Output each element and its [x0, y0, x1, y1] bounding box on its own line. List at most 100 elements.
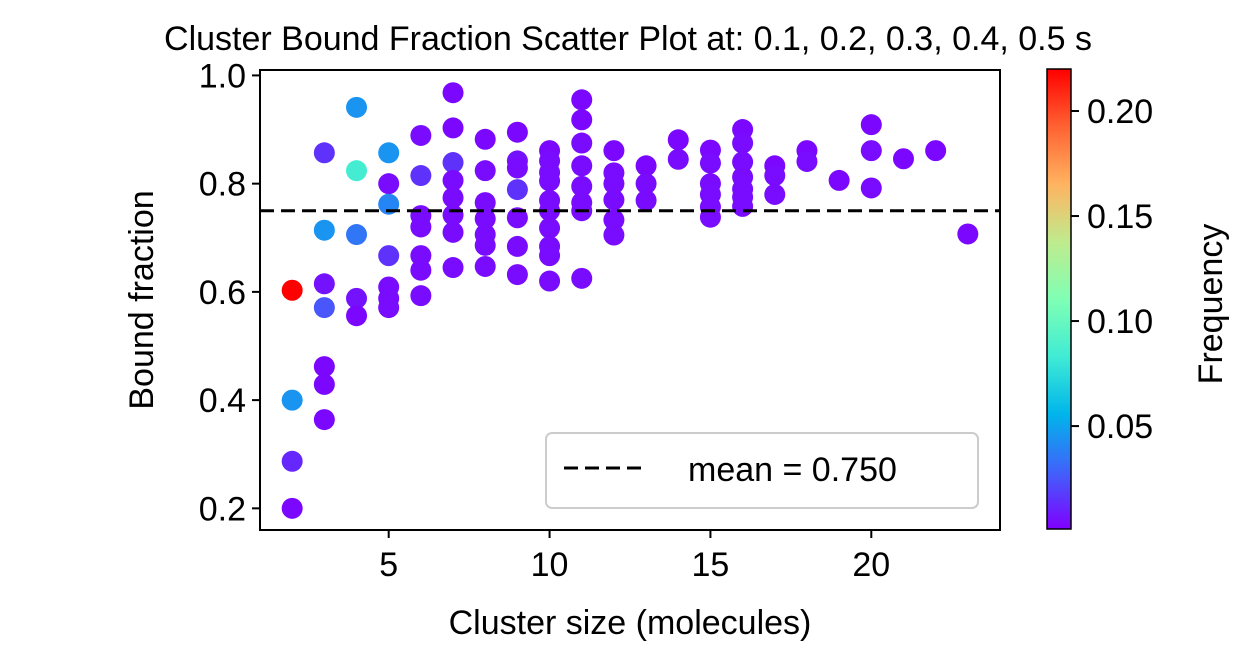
- x-tick-label: 20: [852, 546, 890, 584]
- colorbar: 0.05 0.10 0.15 0.20 Frequency: [1046, 68, 1230, 530]
- scatter-point: [925, 140, 947, 162]
- scatter-point: [378, 142, 400, 164]
- x-tick-label: 15: [692, 546, 730, 584]
- legend-entry-mean: mean = 0.750: [688, 451, 897, 489]
- scatter-point: [796, 150, 818, 172]
- scatter-point: [346, 305, 368, 327]
- scatter-point: [892, 148, 914, 170]
- x-tick-label: 5: [379, 546, 398, 584]
- scatter-point: [539, 200, 561, 222]
- scatter-point: [571, 109, 593, 131]
- scatter-point: [828, 169, 850, 191]
- scatter-point: [281, 279, 303, 301]
- scatter-point: [571, 132, 593, 154]
- scatter-point: [635, 173, 657, 195]
- scatter-point: [346, 224, 368, 246]
- scatter-point: [474, 160, 496, 182]
- x-tick-label: 10: [531, 546, 569, 584]
- scatter-point: [506, 121, 528, 143]
- scatter-point: [474, 234, 496, 256]
- scatter-point: [764, 165, 786, 187]
- scatter-point: [410, 165, 432, 187]
- scatter-point: [860, 177, 882, 199]
- legend-box: [545, 432, 979, 509]
- scatter-point: [603, 209, 625, 231]
- scatter-point: [281, 389, 303, 411]
- legend: mean = 0.750: [545, 432, 979, 509]
- scatter-point: [860, 140, 882, 162]
- scatter-point: [635, 189, 657, 211]
- scatter-point: [732, 151, 754, 173]
- colorbar-label: Frequency: [1192, 224, 1230, 385]
- points-layer: [281, 82, 979, 519]
- y-tick-label: 0.2: [199, 490, 246, 528]
- scatter-point: [281, 450, 303, 472]
- scatter-point: [571, 89, 593, 111]
- y-axis-label: Bound fraction: [123, 190, 161, 409]
- scatter-point: [442, 221, 464, 243]
- scatter-point: [346, 160, 368, 182]
- scatter-point: [378, 245, 400, 267]
- scatter-point: [699, 152, 721, 174]
- scatter-point: [474, 192, 496, 214]
- scatter-point: [442, 187, 464, 209]
- scatter-point: [410, 124, 432, 146]
- scatter-point: [603, 189, 625, 211]
- chart-title: Cluster Bound Fraction Scatter Plot at: …: [164, 20, 1092, 58]
- y-axis: 0.2 0.4 0.6 0.8 1.0: [199, 57, 260, 528]
- scatter-point: [571, 155, 593, 177]
- scatter-point: [603, 173, 625, 195]
- scatter-point: [313, 219, 335, 241]
- scatter-point: [313, 142, 335, 164]
- scatter-point: [860, 114, 882, 136]
- y-tick-label: 0.8: [199, 166, 246, 204]
- plot-frame: [259, 69, 1001, 531]
- x-axis: 5 10 15 20: [379, 530, 890, 584]
- y-tick-label: 0.4: [199, 382, 246, 420]
- scatter-point: [410, 259, 432, 281]
- scatter-point: [506, 264, 528, 286]
- scatter-point: [539, 245, 561, 267]
- scatter-point: [313, 373, 335, 395]
- scatter-point: [764, 183, 786, 205]
- scatter-point: [474, 208, 496, 230]
- scatter-point: [378, 297, 400, 319]
- scatter-point: [506, 207, 528, 229]
- scatter-point: [346, 96, 368, 118]
- scatter-point: [506, 179, 528, 201]
- scatter-point: [506, 235, 528, 257]
- scatter-point: [603, 224, 625, 246]
- scatter-point: [313, 297, 335, 319]
- scatter-point: [732, 132, 754, 154]
- scatter-point: [667, 148, 689, 170]
- colorbar-tick-label: 0.05: [1087, 408, 1153, 446]
- scatter-point: [474, 128, 496, 150]
- scatter-point: [442, 257, 464, 279]
- y-tick-label: 0.6: [199, 274, 246, 312]
- scatter-point: [442, 152, 464, 174]
- scatter-point: [442, 169, 464, 191]
- scatter-point: [539, 270, 561, 292]
- scatter-point: [539, 217, 561, 239]
- scatter-point: [732, 195, 754, 217]
- scatter-point: [571, 175, 593, 197]
- colorbar-ticks: 0.05 0.10 0.15 0.20: [1071, 93, 1153, 446]
- colorbar-gradient: [1046, 68, 1072, 530]
- scatter-point: [281, 497, 303, 519]
- colorbar-tick-label: 0.20: [1087, 93, 1153, 131]
- colorbar-tick-label: 0.10: [1087, 303, 1153, 341]
- scatter-point: [539, 170, 561, 192]
- scatter-point: [410, 285, 432, 307]
- scatter-point: [410, 245, 432, 267]
- scatter-point: [442, 82, 464, 104]
- scatter-point: [957, 223, 979, 245]
- scatter-point: [474, 255, 496, 277]
- scatter-point: [313, 273, 335, 295]
- scatter-point: [410, 216, 432, 238]
- y-tick-label: 1.0: [199, 57, 246, 95]
- scatter-point: [346, 287, 368, 309]
- scatter-point: [442, 117, 464, 139]
- scatter-point: [378, 173, 400, 195]
